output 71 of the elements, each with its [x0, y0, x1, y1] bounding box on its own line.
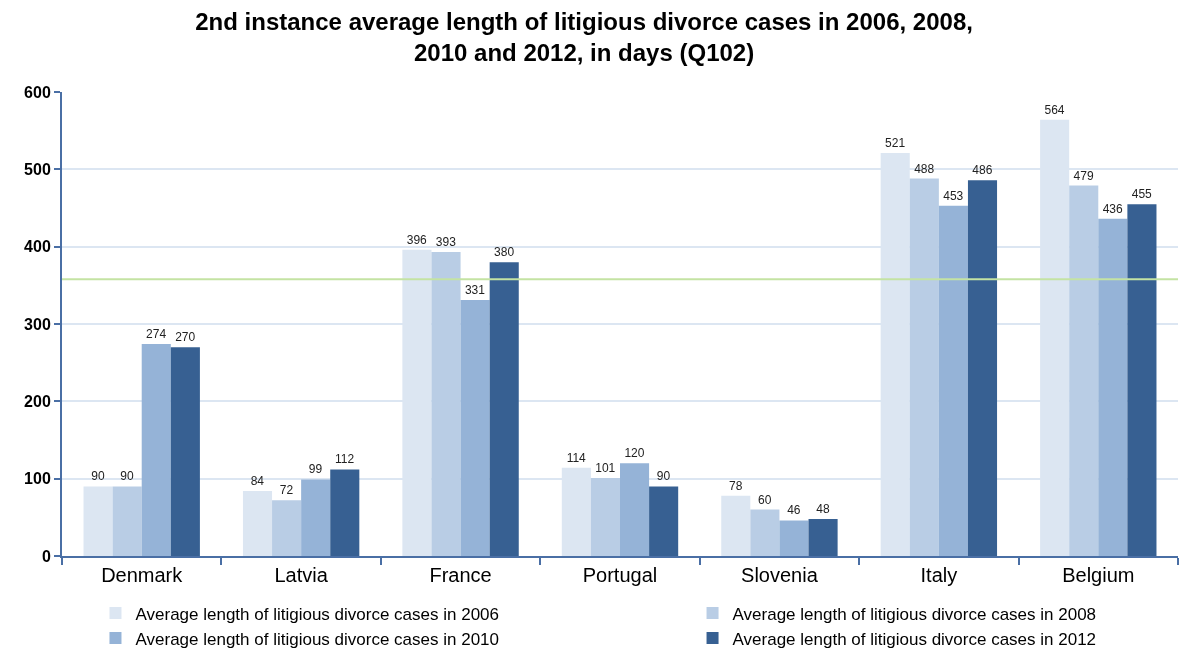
data-label: 46: [787, 503, 801, 518]
x-tick-label: France: [429, 564, 492, 586]
data-label: 60: [758, 492, 772, 507]
data-label: 486: [972, 163, 993, 178]
data-label: 436: [1102, 201, 1124, 216]
legend-label: Average length of litigious divorce cases in 2010: [135, 629, 500, 649]
data-label: 331: [464, 283, 486, 298]
bar: [489, 262, 519, 556]
bar: [141, 344, 171, 556]
y-tick-label: 400: [24, 238, 51, 256]
legend-label: Average length of litigious divorce cases in 2006: [135, 604, 500, 624]
x-tick-label: Portugal: [582, 564, 658, 586]
data-label: 90: [656, 469, 671, 484]
legend-label: Average length of litigious divorce cases in 2008: [732, 604, 1097, 624]
chart-title: 2nd instance average length of litigious divorce cases in 2006, 2008, 2010 and 2012, in days (Q102): [195, 8, 973, 67]
data-label: 396: [406, 232, 428, 247]
bar: [1069, 185, 1099, 556]
x-tick-label: Italy: [920, 564, 958, 586]
bar: [112, 486, 142, 556]
data-label: 84: [250, 474, 265, 489]
bar: [272, 500, 302, 556]
data-label: 274: [146, 327, 167, 342]
x-tick-label: Belgium: [1062, 564, 1135, 586]
bar: [779, 520, 809, 556]
data-label: 270: [175, 330, 196, 345]
data-label: 393: [435, 235, 457, 250]
legend-label: Average length of litigious divorce cases in 2012: [732, 629, 1097, 649]
bar: [808, 518, 838, 556]
y-tick-label: 500: [24, 160, 51, 178]
bar: [620, 463, 650, 556]
bar: [242, 491, 273, 556]
bar: [938, 205, 968, 556]
bar: [1098, 218, 1128, 556]
data-label: 488: [914, 161, 935, 176]
data-label: 114: [566, 450, 587, 465]
bar: [1127, 204, 1157, 556]
data-label: 453: [943, 188, 964, 203]
bar: [330, 469, 360, 556]
bar: [721, 495, 751, 556]
bar: [83, 486, 113, 556]
x-tick-label: Latvia: [274, 564, 329, 586]
bar: [649, 486, 679, 556]
y-tick-label: 600: [24, 83, 51, 101]
data-label: 90: [120, 469, 134, 484]
bar: [750, 509, 780, 556]
data-label: 90: [91, 469, 105, 484]
bar: [170, 347, 200, 556]
y-tick-label: 300: [24, 315, 51, 333]
x-tick-label: Denmark: [101, 564, 184, 586]
y-tick-label: 0: [41, 547, 51, 565]
data-label: 455: [1131, 187, 1153, 202]
bar: [301, 479, 331, 556]
data-label: 112: [335, 452, 355, 467]
data-label: 72: [279, 483, 294, 498]
y-tick-label: 200: [24, 392, 51, 410]
bar: [431, 252, 461, 556]
y-tick-label: 100: [24, 470, 51, 488]
data-label: 521: [885, 136, 906, 151]
data-label: 99: [308, 462, 323, 477]
bar: [460, 300, 490, 556]
data-label: 101: [595, 460, 616, 475]
x-tick-label: Slovenia: [741, 564, 819, 586]
data-label: 564: [1044, 102, 1065, 117]
bar: [967, 180, 998, 556]
data-label: 479: [1073, 168, 1094, 183]
bar: [909, 178, 939, 556]
bar: [590, 477, 620, 556]
data-label: 48: [816, 501, 830, 516]
data-label: 380: [494, 245, 515, 260]
data-label: 120: [624, 446, 645, 461]
data-label: 78: [728, 478, 743, 493]
